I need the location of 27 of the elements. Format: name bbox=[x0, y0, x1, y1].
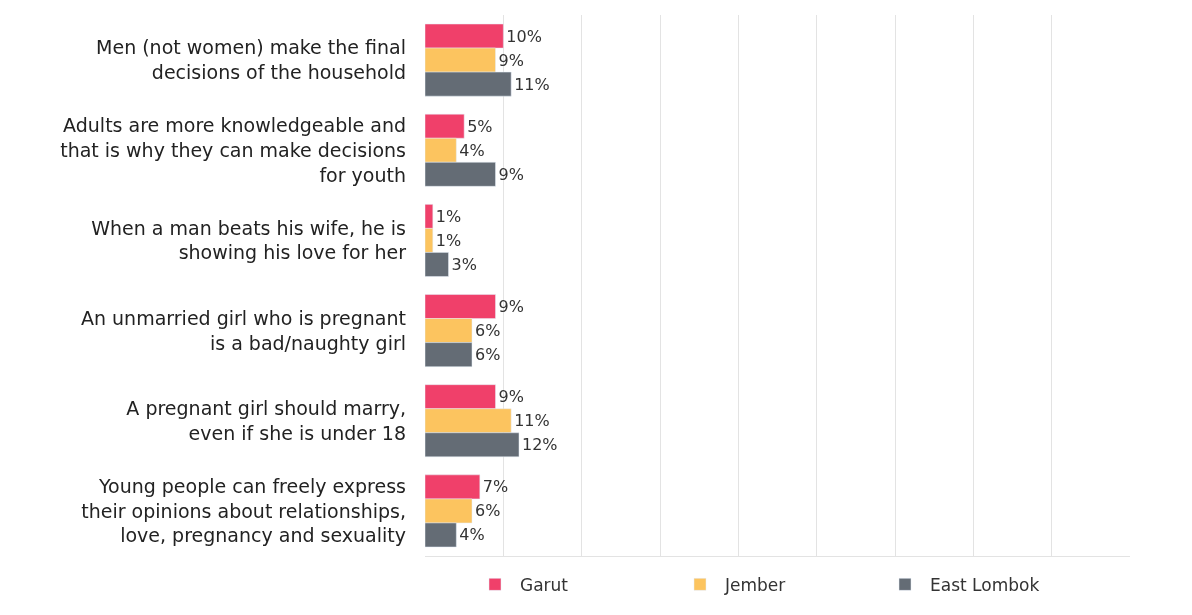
data-label: 9% bbox=[498, 297, 524, 317]
y-tick-label: An unmarried girl who is pregnant is a bad/naughty girl bbox=[81, 306, 406, 354]
data-label: 1% bbox=[435, 206, 462, 226]
data-label: 4% bbox=[459, 140, 485, 160]
data-label: 6% bbox=[475, 501, 501, 521]
y-tick-label: When a man beats his wife, he is showing his love for her bbox=[91, 216, 407, 264]
data-label: 12% bbox=[522, 435, 558, 455]
data-label: 9% bbox=[498, 50, 524, 70]
data-label: 10% bbox=[506, 26, 542, 46]
data-label: 11% bbox=[514, 74, 550, 94]
data-label: 3% bbox=[451, 254, 477, 274]
y-tick-label: Men (not women) make the final decisions of the household bbox=[96, 36, 406, 84]
data-label: 6% bbox=[475, 321, 501, 341]
data-label: 11% bbox=[514, 411, 550, 431]
legend-label: Jember bbox=[724, 575, 786, 595]
y-tick-label: Adults are more knowledgeable and that is why they can make decisions for youth bbox=[60, 114, 406, 186]
y-tick-label: A pregnant girl should marry, even if she is under 18 bbox=[126, 397, 406, 444]
data-label: 9% bbox=[498, 387, 524, 407]
data-label: 6% bbox=[475, 345, 501, 365]
data-label: 1% bbox=[435, 230, 462, 250]
y-tick-label: Young people can freely express their opinions about relationships, love, pregnancy and sexuality bbox=[81, 474, 406, 547]
legend-label: East Lombok bbox=[930, 575, 1040, 595]
data-label: 7% bbox=[482, 477, 509, 497]
data-label: 4% bbox=[459, 525, 485, 545]
data-label: 5% bbox=[467, 116, 493, 136]
legend-label: Garut bbox=[520, 575, 569, 595]
data-label: 9% bbox=[498, 164, 524, 184]
